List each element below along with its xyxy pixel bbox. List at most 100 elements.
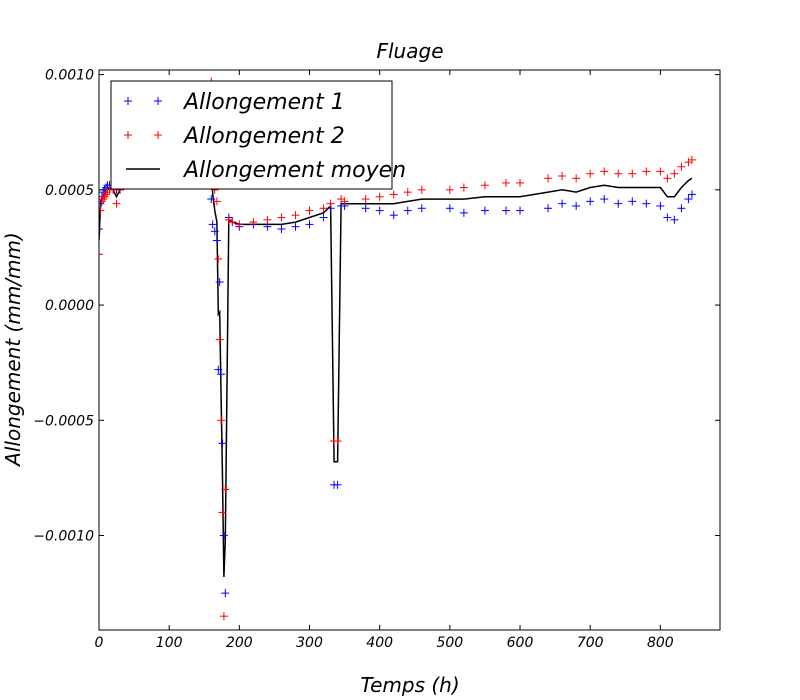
series-mean-line <box>99 142 693 578</box>
series-2-point <box>361 195 370 204</box>
series-1-point <box>263 222 272 231</box>
series-2-point <box>656 167 665 176</box>
series-1-point <box>277 225 286 234</box>
series-2-point <box>263 215 272 224</box>
series-1-point <box>445 204 454 213</box>
x-tick-label: 400 <box>366 635 393 651</box>
series-1-point <box>215 278 224 287</box>
series-2-point <box>516 178 525 187</box>
series-2-point <box>417 185 426 194</box>
series-2-point <box>642 167 651 176</box>
series-2-point <box>214 254 223 263</box>
series-2-point <box>375 192 384 201</box>
series-2-point <box>215 335 224 344</box>
series-1-point <box>572 201 581 210</box>
series-2-point <box>558 172 567 181</box>
series-2-point <box>687 155 696 164</box>
series-2-point <box>99 250 103 259</box>
series-2-point <box>480 181 489 190</box>
series-2-point <box>403 188 412 197</box>
series-1-point <box>586 197 595 206</box>
y-tick-label: 0.0000 <box>45 298 94 314</box>
legend-label: Allongement moyen <box>182 158 406 183</box>
series-2-point <box>212 197 221 206</box>
series-2-point <box>228 218 237 227</box>
series-1-point <box>600 195 609 204</box>
y-axis: 0.0010 0.0005 0.0000 −0.0005 −0.0010 <box>33 68 720 545</box>
series-1-point <box>207 195 216 204</box>
series-2-point <box>112 199 121 208</box>
x-axis: 0 100 200 300 400 500 600 700 800 <box>95 70 674 651</box>
series-2-point <box>677 162 686 171</box>
series-2-point <box>628 169 637 178</box>
series-2-point <box>572 174 581 183</box>
series-1-point <box>214 365 223 374</box>
y-axis-title: Allongement (mm/mm) <box>1 232 25 468</box>
series-1-point <box>208 220 217 229</box>
x-tick-label: 600 <box>507 635 534 651</box>
series-1-point <box>210 227 219 236</box>
legend: Allongement 1 Allongement 2 Allongement mo… <box>110 80 406 190</box>
series-2-point <box>459 183 468 192</box>
series-1-point <box>544 204 553 213</box>
series-1-point <box>480 206 489 215</box>
series-2-point <box>277 213 286 222</box>
x-tick-label: 500 <box>436 635 463 651</box>
series-1-point <box>684 195 693 204</box>
series-1-point <box>333 480 342 489</box>
series-1-point <box>361 204 370 213</box>
series-1-point <box>305 220 314 229</box>
series-1-point <box>687 190 696 199</box>
series-2-point <box>305 206 314 215</box>
x-tick-label: 800 <box>647 635 674 651</box>
series-1-point <box>219 531 228 540</box>
series-1-point <box>319 213 328 222</box>
y-tick-label: −0.0005 <box>33 413 94 429</box>
plot-data-layer <box>99 77 696 621</box>
series-2-point <box>663 174 672 183</box>
series-1-point <box>516 206 525 215</box>
series-2-point <box>218 508 227 517</box>
series-1-point <box>375 206 384 215</box>
x-tick-label: 200 <box>226 635 253 651</box>
series-1-point <box>99 225 103 234</box>
series-2-point <box>614 169 623 178</box>
y-tick-label: −0.0010 <box>33 529 94 545</box>
series-2-point <box>600 167 609 176</box>
series-1-point <box>389 211 398 220</box>
series-1-point <box>212 236 221 245</box>
series-1-point <box>663 213 672 222</box>
y-tick-label: 0.0010 <box>45 68 94 84</box>
series-1-point <box>628 197 637 206</box>
series-1-point <box>221 589 230 598</box>
series-1-point <box>501 206 510 215</box>
x-axis-title: Temps (h) <box>360 673 459 697</box>
chart-title: Fluage <box>377 39 444 63</box>
series-1-point <box>670 215 679 224</box>
series-1-point <box>403 206 412 215</box>
series-1-point <box>656 201 665 210</box>
series-2-point <box>219 612 228 621</box>
series-2-point <box>340 197 349 206</box>
x-tick-label: 100 <box>156 635 183 651</box>
series-2-point <box>326 199 335 208</box>
legend-label: Allongement 2 <box>182 124 345 149</box>
series-1-point <box>614 199 623 208</box>
y-tick-label: 0.0005 <box>45 183 94 199</box>
series-2-point <box>501 178 510 187</box>
series-2-point <box>291 211 300 220</box>
series-2-point <box>99 206 105 215</box>
series-1-point <box>677 204 686 213</box>
series-2-point <box>670 169 679 178</box>
series-2-point <box>586 169 595 178</box>
series-2-point <box>319 204 328 213</box>
series-2-point <box>445 185 454 194</box>
series-1-point <box>217 370 226 379</box>
series-2-point <box>249 218 258 227</box>
series-1-point <box>558 199 567 208</box>
x-tick-label: 700 <box>577 635 604 651</box>
x-tick-label: 0 <box>95 635 104 651</box>
series-2-point <box>389 190 398 199</box>
series-1-point <box>642 199 651 208</box>
